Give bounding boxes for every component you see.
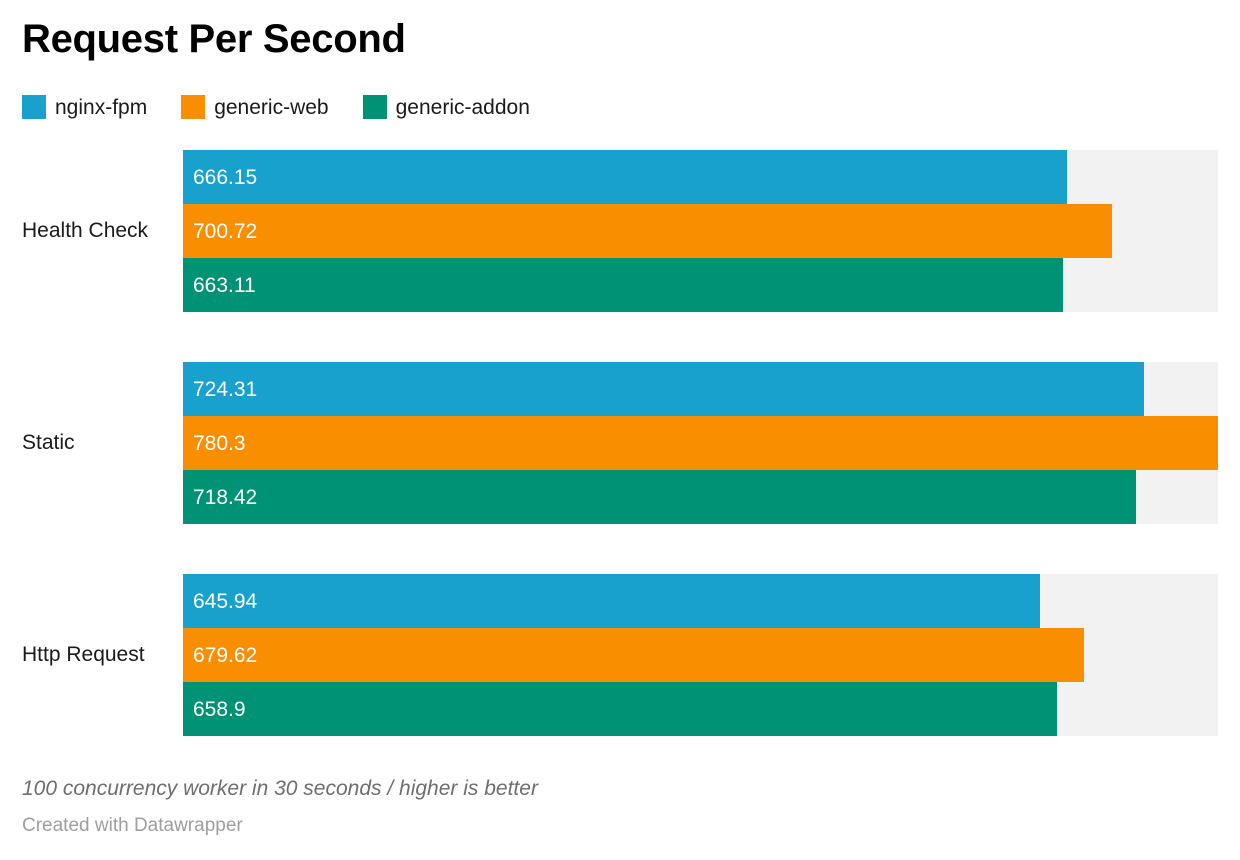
bar-generic-addon: 718.42 — [183, 470, 1136, 524]
legend-label: generic-web — [214, 95, 329, 119]
chart-note: 100 concurrency worker in 30 seconds / h… — [22, 777, 538, 800]
bar-track: 780.3 — [183, 416, 1218, 470]
bar-stack: 724.31 780.3 718.42 — [183, 362, 1218, 524]
bar-value-label: 718.42 — [193, 485, 258, 509]
bar-nginx-fpm: 666.15 — [183, 150, 1067, 204]
bar-track: 700.72 — [183, 204, 1218, 258]
bar-track: 645.94 — [183, 574, 1218, 628]
bar-group: Static 724.31 780.3 718.42 — [22, 362, 1218, 524]
bar-generic-web: 700.72 — [183, 204, 1113, 258]
bar-nginx-fpm: 645.94 — [183, 574, 1040, 628]
bar-value-label: 724.31 — [193, 377, 258, 401]
bar-value-label: 679.62 — [193, 643, 258, 667]
bar-value-label: 700.72 — [193, 219, 258, 243]
bar-track: 679.62 — [183, 628, 1218, 682]
bar-stack: 666.15 700.72 663.11 — [183, 150, 1218, 312]
bar-value-label: 645.94 — [193, 589, 258, 613]
bar-nginx-fpm: 724.31 — [183, 362, 1144, 416]
legend-color-swatch — [22, 95, 46, 119]
bar-group: Http Request 645.94 679.62 658.9 — [22, 574, 1218, 736]
bar-generic-addon: 658.9 — [183, 682, 1057, 736]
bar-value-label: 780.3 — [193, 431, 246, 455]
legend-item: generic-addon — [362, 95, 530, 119]
legend-item: nginx-fpm — [22, 95, 147, 119]
legend-label: nginx-fpm — [55, 95, 148, 119]
bar-generic-addon: 663.11 — [183, 258, 1063, 312]
legend: nginx-fpm generic-web generic-addon — [22, 95, 530, 119]
datawrapper-attribution-link[interactable]: Created with Datawrapper — [22, 815, 243, 836]
bar-generic-web: 780.3 — [183, 416, 1218, 470]
bar-track: 724.31 — [183, 362, 1218, 416]
category-label: Http Request — [22, 643, 145, 666]
chart-title: Request Per Second — [22, 17, 406, 61]
bar-stack: 645.94 679.62 658.9 — [183, 574, 1218, 736]
legend-label: generic-addon — [395, 95, 530, 119]
legend-item: generic-web — [181, 95, 329, 119]
bar-value-label: 663.11 — [193, 273, 256, 297]
category-label: Static — [22, 431, 75, 454]
category-label: Health Check — [22, 219, 149, 242]
bar-track: 658.9 — [183, 682, 1218, 736]
bar-generic-web: 679.62 — [183, 628, 1085, 682]
legend-color-swatch — [362, 95, 387, 119]
bar-track: 718.42 — [183, 470, 1218, 524]
bar-value-label: 658.9 — [193, 697, 246, 721]
legend-color-swatch — [181, 95, 206, 119]
grouped-bar-chart: Health Check 666.15 700.72 663.11 Static 724.… — [22, 150, 1218, 736]
bar-track: 663.11 — [183, 258, 1218, 312]
bar-group: Health Check 666.15 700.72 663.11 — [22, 150, 1218, 312]
bar-track: 666.15 — [183, 150, 1218, 204]
bar-value-label: 666.15 — [193, 165, 258, 189]
